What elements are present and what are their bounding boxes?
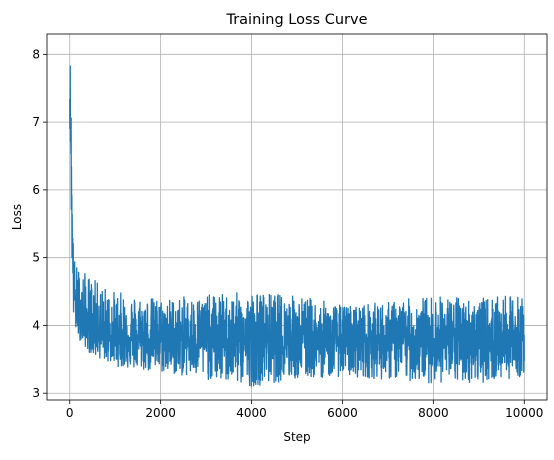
grid [47, 34, 547, 400]
x-axis-label: Step [283, 430, 310, 444]
x-tick-label: 10000 [505, 406, 543, 420]
y-axis-label: Loss [10, 204, 24, 230]
y-tick-label: 7 [32, 115, 40, 129]
chart-title: Training Loss Curve [225, 12, 367, 28]
plot-frame [46, 33, 548, 401]
loss-series-line [69, 65, 525, 387]
ticks: 0 2000 4000 6000 8000 10000 3 4 5 6 7 8 [32, 47, 543, 420]
x-tick-label: 4000 [236, 406, 267, 420]
y-tick-label: 6 [32, 183, 40, 197]
y-tick-label: 5 [32, 251, 40, 265]
x-tick-label: 0 [66, 406, 74, 420]
x-tick-label: 2000 [145, 406, 176, 420]
y-tick-label: 4 [32, 318, 40, 332]
y-tick-label: 3 [32, 386, 40, 400]
y-tick-label: 8 [32, 47, 40, 61]
x-tick-label: 8000 [418, 406, 449, 420]
x-tick-label: 6000 [327, 406, 358, 420]
series-layer [69, 65, 525, 387]
